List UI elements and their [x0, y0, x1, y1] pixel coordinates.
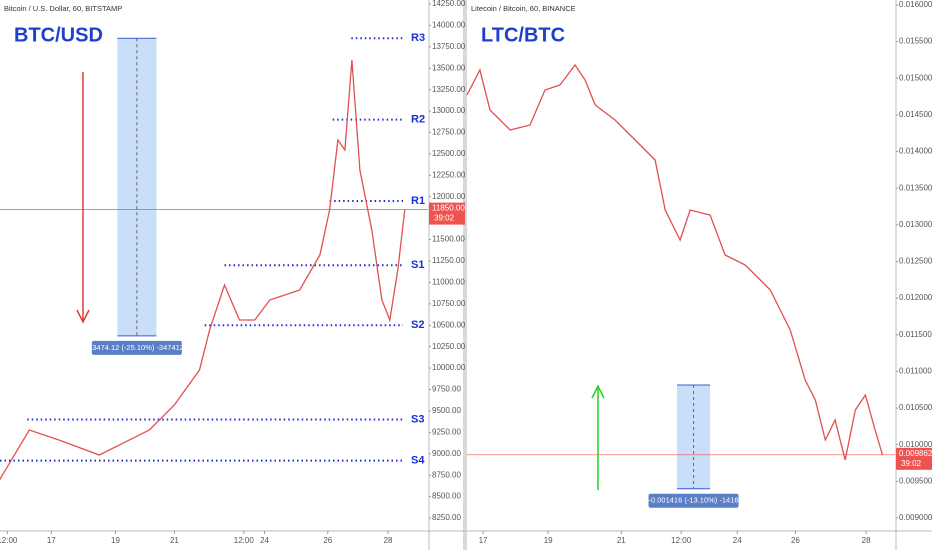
y-tick-label: 12750.00 [432, 128, 466, 137]
last-price-box [896, 447, 932, 470]
up-arrow [591, 384, 605, 490]
x-tick-label: 21 [617, 536, 626, 545]
price-line [466, 63, 884, 461]
x-tick-label: 26 [791, 536, 800, 545]
y-tick-label: 13500.00 [432, 63, 466, 72]
level-label: R1 [411, 195, 425, 207]
y-tick-label: 10750.00 [432, 299, 466, 308]
chart-title: LTC/BTC [481, 24, 565, 46]
y-tick-label: 0.015000 [899, 73, 932, 82]
y-tick-label: 0.014500 [899, 110, 932, 119]
y-tick-label: 12000.00 [432, 192, 466, 201]
countdown: 39:02 [434, 214, 455, 223]
x-tick-label: 17 [479, 536, 488, 545]
level-label: R2 [411, 114, 425, 126]
x-tick-label: 24 [260, 536, 269, 545]
y-tick-label: 14250.00 [432, 0, 466, 8]
chart-title: BTC/USD [14, 24, 103, 46]
y-tick-label: 0.011000 [899, 367, 932, 376]
y-tick-label: 8750.00 [432, 470, 461, 479]
last-price-label: 0.009862 [899, 449, 932, 458]
y-tick-label: 10000.00 [432, 363, 466, 372]
y-tick-label: 8500.00 [432, 492, 461, 501]
measure-label-box [91, 340, 182, 355]
y-tick-label: 8250.00 [432, 513, 461, 522]
x-tick-label: 21 [170, 536, 179, 545]
y-tick-label: 14000.00 [432, 21, 466, 30]
last-price-box [429, 202, 465, 225]
y-tick-label: 0.011500 [899, 330, 932, 339]
price-line [0, 59, 406, 481]
y-tick-label: 0.014000 [899, 147, 932, 156]
down-arrow [76, 72, 90, 324]
y-tick-label: 0.010500 [899, 403, 932, 412]
divider [463, 0, 467, 550]
x-tick-label: 19 [111, 536, 120, 545]
x-tick-label: 26 [323, 536, 332, 545]
x-tick-label: 12:00 [671, 536, 692, 545]
y-tick-label: 13250.00 [432, 85, 466, 94]
y-tick-label: 0.012000 [899, 293, 932, 302]
y-tick-label: 0.016000 [899, 0, 932, 9]
y-tick-label: 11000.00 [432, 278, 465, 287]
y-tick-label: 9750.00 [432, 385, 461, 394]
x-tick-label: 24 [733, 536, 742, 545]
y-tick-label: 11500.00 [432, 235, 465, 244]
x-tick-label: 19 [544, 536, 553, 545]
y-tick-label: 10500.00 [432, 320, 466, 329]
y-tick-label: 0.013500 [899, 183, 932, 192]
y-tick-label: 0.010000 [899, 440, 932, 449]
measure-label: -3474.12 (-25.10%) -347412 [90, 343, 184, 352]
measure-box [676, 384, 711, 489]
level-label: R3 [411, 32, 425, 44]
y-tick-label: 12500.00 [432, 149, 466, 158]
y-tick-label: 13000.00 [432, 106, 466, 115]
chart-header: Bitcoin / U.S. Dollar, 60, BITSTAMP [4, 4, 122, 13]
measure-label: -0.001416 (-13.10%) -1416 [649, 496, 739, 505]
level-label: S4 [411, 455, 425, 467]
y-tick-label: 0.009000 [899, 513, 932, 522]
y-tick-label: 9000.00 [432, 449, 461, 458]
chart-header: Litecoin / Bitcoin, 60, BINANCE [471, 4, 576, 13]
measure-label-box [648, 493, 739, 508]
y-tick-label: 0.009500 [899, 476, 932, 485]
y-tick-label: 0.013000 [899, 220, 932, 229]
countdown: 39:02 [901, 459, 922, 468]
axis-panel [429, 0, 465, 550]
y-tick-label: 10250.00 [432, 342, 466, 351]
y-tick-label: 0.012500 [899, 257, 932, 266]
y-tick-label: 9500.00 [432, 406, 461, 415]
y-tick-label: 13750.00 [432, 42, 466, 51]
y-tick-label: 11250.00 [432, 256, 465, 265]
x-tick-label: 17 [47, 536, 56, 545]
level-label: S2 [411, 319, 424, 331]
x-tick-label: 28 [384, 536, 393, 545]
x-tick-label: 12:00 [0, 536, 18, 545]
level-label: S3 [411, 413, 424, 425]
x-tick-label: 28 [862, 536, 871, 545]
level-label: S1 [411, 259, 424, 271]
x-tick-label: 12:00 [234, 536, 255, 545]
y-tick-label: 9250.00 [432, 427, 461, 436]
last-price-label: 11850.00 [432, 204, 465, 213]
y-tick-label: 12250.00 [432, 170, 466, 179]
y-tick-label: 0.015500 [899, 37, 932, 46]
